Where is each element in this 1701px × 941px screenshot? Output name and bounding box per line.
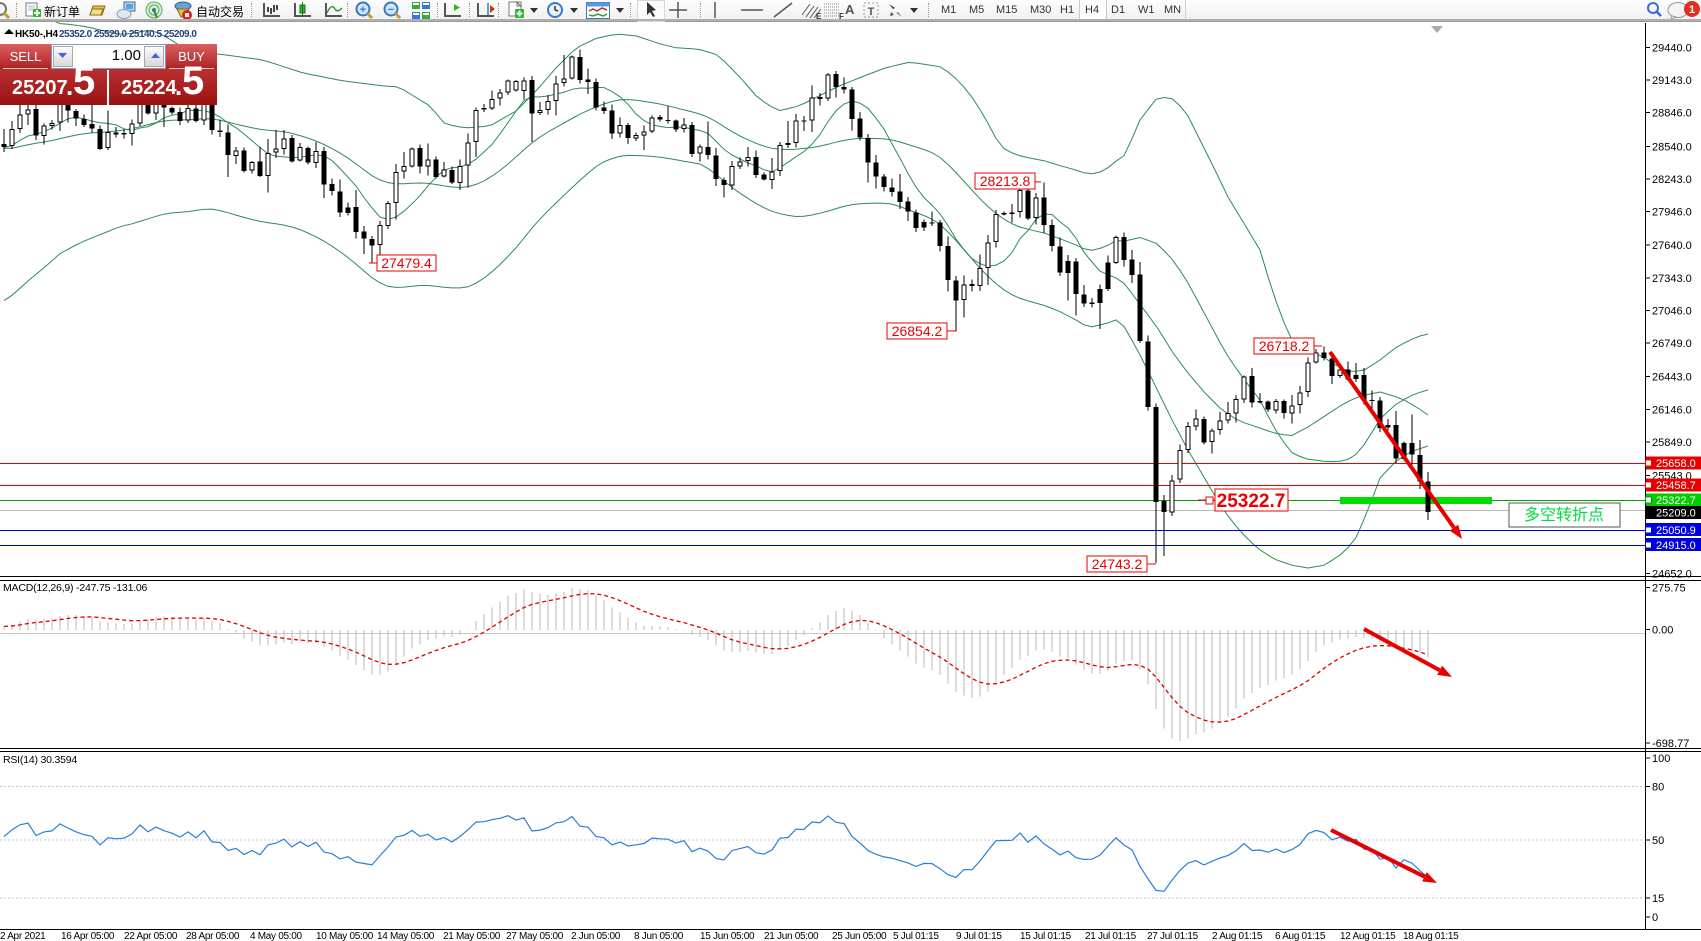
svg-text:27479.4: 27479.4 [381, 255, 432, 271]
svg-text:4 May 05:00: 4 May 05:00 [250, 931, 302, 941]
svg-text:275.75: 275.75 [1652, 583, 1686, 595]
svg-text:5 Jul 01:15: 5 Jul 01:15 [893, 931, 939, 941]
svg-text:14 May 05:00: 14 May 05:00 [377, 931, 435, 941]
svg-text:6 Aug 01:15: 6 Aug 01:15 [1275, 931, 1326, 941]
svg-text:16 Apr 05:00: 16 Apr 05:00 [61, 931, 115, 941]
svg-text:29440.0: 29440.0 [1652, 43, 1692, 55]
svg-text:27046.0: 27046.0 [1652, 306, 1692, 318]
svg-text:27 Jul 01:15: 27 Jul 01:15 [1147, 931, 1199, 941]
svg-text:29143.0: 29143.0 [1652, 75, 1692, 87]
svg-text:MACD(12,26,9) -247.75 -131.06: MACD(12,26,9) -247.75 -131.06 [3, 582, 148, 594]
svg-text:27946.0: 27946.0 [1652, 207, 1692, 219]
svg-text:2 Aug 01:15: 2 Aug 01:15 [1212, 931, 1263, 941]
svg-text:8 Jun 05:00: 8 Jun 05:00 [634, 931, 684, 941]
svg-text:22 Apr 05:00: 22 Apr 05:00 [124, 931, 178, 941]
svg-text:24743.2: 24743.2 [1092, 556, 1143, 572]
svg-text:15 Jun 05:00: 15 Jun 05:00 [700, 931, 755, 941]
svg-text:26146.0: 26146.0 [1652, 404, 1692, 416]
svg-text:15 Jul 01:15: 15 Jul 01:15 [1020, 931, 1072, 941]
svg-text:26718.2: 26718.2 [1259, 338, 1310, 354]
svg-text:+: + [360, 4, 366, 16]
svg-text:21 May 05:00: 21 May 05:00 [443, 931, 501, 941]
svg-text:0.00: 0.00 [1652, 625, 1673, 637]
svg-text:10 May 05:00: 10 May 05:00 [316, 931, 374, 941]
svg-text:0: 0 [1652, 912, 1658, 924]
svg-text:26749.0: 26749.0 [1652, 338, 1692, 350]
svg-text:15: 15 [1652, 893, 1664, 905]
svg-text:27343.0: 27343.0 [1652, 273, 1692, 285]
svg-text:28213.8: 28213.8 [980, 173, 1031, 189]
svg-text:T: T [868, 6, 875, 18]
svg-text:50: 50 [1652, 835, 1664, 847]
svg-text:25322.7: 25322.7 [1217, 491, 1286, 512]
svg-text:80: 80 [1652, 782, 1664, 794]
svg-text:100: 100 [1652, 753, 1670, 765]
svg-text:-698.77: -698.77 [1652, 738, 1689, 750]
svg-text:F: F [839, 12, 844, 20]
svg-text:27 May 05:00: 27 May 05:00 [506, 931, 564, 941]
svg-text:RSI(14) 30.3594: RSI(14) 30.3594 [3, 754, 77, 766]
svg-text:28243.0: 28243.0 [1652, 174, 1692, 186]
svg-text:21 Jul 01:15: 21 Jul 01:15 [1085, 931, 1137, 941]
svg-text:25322.7: 25322.7 [1656, 495, 1696, 507]
svg-text:26443.0: 26443.0 [1652, 372, 1692, 384]
svg-text:28846.0: 28846.0 [1652, 108, 1692, 120]
svg-text:2 Jun 05:00: 2 Jun 05:00 [571, 931, 621, 941]
svg-text:28540.0: 28540.0 [1652, 141, 1692, 153]
svg-text:E: E [816, 12, 822, 20]
svg-text:24652.0: 24652.0 [1652, 569, 1692, 581]
svg-text:24915.0: 24915.0 [1656, 540, 1696, 552]
svg-text:26854.2: 26854.2 [892, 323, 943, 339]
svg-text:25352.0 25529.0 25140.5 25209.: 25352.0 25529.0 25140.5 25209.0 [59, 29, 197, 40]
svg-text:HK50-,H4: HK50-,H4 [15, 29, 58, 40]
svg-text:25849.0: 25849.0 [1652, 437, 1692, 449]
svg-text:25209.0: 25209.0 [1656, 508, 1696, 520]
svg-text:27640.0: 27640.0 [1652, 240, 1692, 252]
svg-text:21 Jun 05:00: 21 Jun 05:00 [764, 931, 819, 941]
svg-text:2 Apr 2021: 2 Apr 2021 [0, 931, 46, 941]
svg-text:9 Jul 01:15: 9 Jul 01:15 [956, 931, 1002, 941]
svg-text:18 Aug 01:15: 18 Aug 01:15 [1403, 931, 1459, 941]
svg-text:1: 1 [1689, 4, 1695, 16]
svg-text:25658.0: 25658.0 [1656, 458, 1696, 470]
svg-text:12 Aug 01:15: 12 Aug 01:15 [1340, 931, 1396, 941]
svg-text:25050.9: 25050.9 [1656, 525, 1696, 537]
svg-text:25 Jun 05:00: 25 Jun 05:00 [832, 931, 887, 941]
svg-text:−: − [388, 4, 394, 16]
svg-text:28 Apr 05:00: 28 Apr 05:00 [186, 931, 240, 941]
svg-text:多空转折点: 多空转折点 [1524, 506, 1604, 524]
svg-text:25458.7: 25458.7 [1656, 480, 1696, 492]
